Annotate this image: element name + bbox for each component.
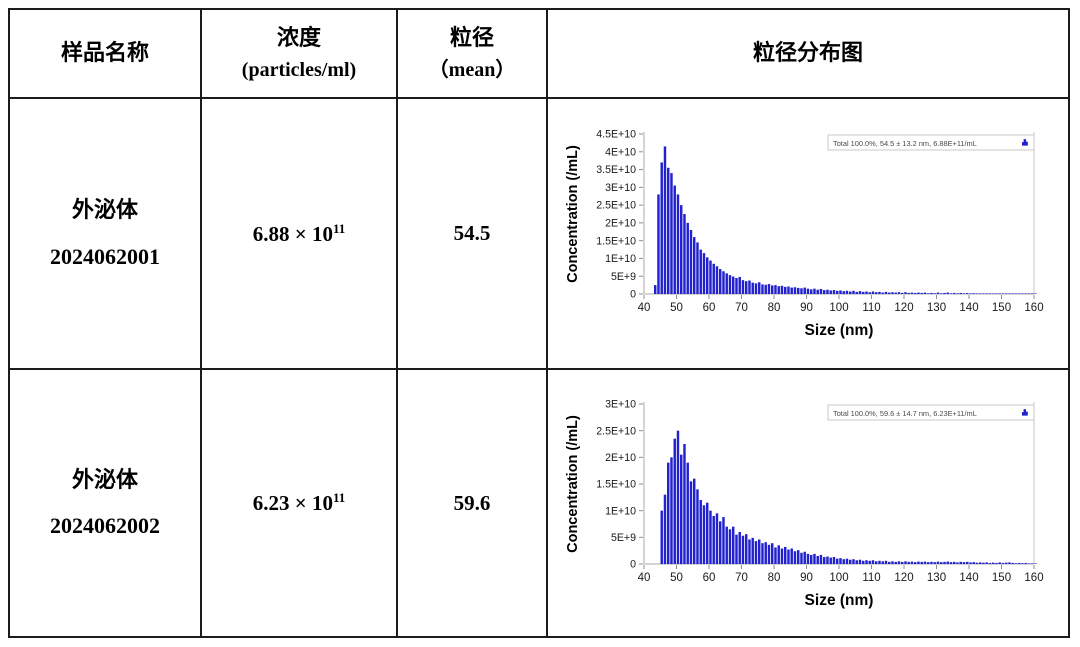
size-distribution-chart: 0 5E+9 1E+10 1.5E+10 2E+10 2.5E+10 3E+10 40 50 60… bbox=[560, 388, 1056, 619]
header-sample-name-label: 样品名称 bbox=[60, 40, 149, 66]
svg-text:40: 40 bbox=[638, 572, 651, 584]
svg-text:60: 60 bbox=[703, 302, 716, 314]
svg-text:1.5E+10: 1.5E+10 bbox=[596, 235, 636, 247]
svg-text:80: 80 bbox=[768, 572, 781, 584]
legend: Total 100.0%, 54.5 ± 13.2 nm, 6.88E+11/m… bbox=[827, 134, 1035, 151]
y-axis: 0 5E+9 1E+10 1.5E+10 2E+10 2.5E+10 3E+10 bbox=[596, 398, 643, 570]
distribution-chart-cell: 0 5E+9 1E+10 1.5E+10 2E+10 2.5E+10 3E+10 40 50 60… bbox=[548, 370, 1068, 636]
svg-text:5E+9: 5E+9 bbox=[611, 271, 636, 283]
svg-text:5E+9: 5E+9 bbox=[611, 531, 636, 543]
x-axis: 40 50 60 70 80 90 100 110 120 130 140 150 160 bbox=[638, 564, 1044, 584]
histogram-icon bbox=[1020, 408, 1030, 416]
nta-histogram-svg: 0 5E+9 1E+10 1.5E+10 2E+10 2.5E+10 3E+10 3.5E+1… bbox=[565, 129, 1044, 339]
svg-text:0: 0 bbox=[630, 558, 636, 570]
svg-text:1E+10: 1E+10 bbox=[605, 253, 636, 265]
svg-text:130: 130 bbox=[927, 572, 946, 584]
x-axis-title: Size (nm) bbox=[805, 592, 874, 609]
svg-text:1E+10: 1E+10 bbox=[605, 505, 636, 517]
svg-text:2E+10: 2E+10 bbox=[605, 217, 636, 229]
size-distribution-chart: 0 5E+9 1E+10 1.5E+10 2E+10 2.5E+10 3E+10 3.5E+1… bbox=[560, 118, 1056, 349]
header-particle-size-cn: 粒径 bbox=[449, 24, 494, 50]
svg-text:4.5E+10: 4.5E+10 bbox=[596, 129, 636, 141]
svg-text:3E+10: 3E+10 bbox=[605, 398, 636, 410]
header-concentration-cn: 浓度 bbox=[276, 24, 321, 50]
histogram-icon bbox=[1020, 139, 1030, 146]
histogram-bars bbox=[654, 146, 1037, 294]
sample-id: 2024062001 bbox=[50, 243, 160, 269]
svg-text:0: 0 bbox=[630, 289, 636, 301]
svg-text:50: 50 bbox=[670, 302, 683, 314]
svg-text:70: 70 bbox=[735, 302, 748, 314]
mean-size-cell: 54.5 bbox=[398, 99, 548, 370]
nta-results-table: 样品名称 浓度 (particles/ml) 粒径 （mean） 粒径分布图 外… bbox=[8, 8, 1070, 638]
concentration-cell: 6.23 × 1011 bbox=[202, 370, 398, 636]
header-size-distribution: 粒径分布图 bbox=[548, 10, 1068, 99]
distribution-chart-cell: 0 5E+9 1E+10 1.5E+10 2E+10 2.5E+10 3E+10 3.5E+1… bbox=[548, 99, 1068, 370]
svg-text:110: 110 bbox=[862, 302, 880, 314]
plot-frame bbox=[643, 401, 1035, 564]
svg-text:2.5E+10: 2.5E+10 bbox=[596, 425, 636, 437]
svg-text:150: 150 bbox=[992, 302, 1011, 314]
y-axis-title: Concentration (/mL) bbox=[565, 145, 581, 283]
svg-text:4E+10: 4E+10 bbox=[605, 146, 636, 158]
svg-text:2E+10: 2E+10 bbox=[605, 451, 636, 463]
svg-text:160: 160 bbox=[1024, 302, 1043, 314]
svg-text:90: 90 bbox=[800, 572, 813, 584]
sample-type: 外泌体 bbox=[71, 197, 138, 223]
svg-text:1.5E+10: 1.5E+10 bbox=[596, 478, 636, 490]
plot-frame bbox=[643, 132, 1035, 295]
header-particle-size-mean: （mean） bbox=[428, 59, 516, 82]
header-particle-size: 粒径 （mean） bbox=[398, 10, 548, 99]
sample-name-cell: 外泌体 2024062002 bbox=[10, 370, 202, 636]
x-axis-title: Size (nm) bbox=[805, 322, 874, 339]
sample-name-cell: 外泌体 2024062001 bbox=[10, 99, 202, 370]
legend: Total 100.0%, 59.6 ± 14.7 nm, 6.23E+11/m… bbox=[827, 404, 1035, 420]
svg-text:40: 40 bbox=[638, 302, 651, 314]
svg-text:140: 140 bbox=[959, 302, 978, 314]
svg-text:80: 80 bbox=[768, 302, 781, 314]
sample-id: 2024062002 bbox=[50, 513, 160, 538]
concentration-value: 6.23 × 1011 bbox=[252, 490, 346, 515]
concentration-cell: 6.88 × 1011 bbox=[202, 99, 398, 370]
header-concentration-unit: (particles/ml) bbox=[241, 59, 357, 82]
svg-text:140: 140 bbox=[959, 572, 978, 584]
mean-size-value: 59.6 bbox=[453, 490, 491, 515]
concentration-value: 6.88 × 1011 bbox=[252, 220, 346, 246]
concentration-exponent: 11 bbox=[332, 220, 346, 236]
svg-text:100: 100 bbox=[829, 302, 848, 314]
histogram-bars bbox=[660, 430, 1037, 564]
svg-text:160: 160 bbox=[1024, 572, 1043, 584]
svg-text:Total 100.0%, 54.5 ± 13.2 nm: Total 100.0%, 54.5 ± 13.2 nm, 6.88E+11/m… bbox=[833, 139, 977, 148]
svg-text:Total 100.0%, 59.6 ± 14.7 nm: Total 100.0%, 59.6 ± 14.7 nm, 6.23E+11/m… bbox=[833, 408, 977, 417]
svg-text:100: 100 bbox=[829, 572, 848, 584]
svg-text:3E+10: 3E+10 bbox=[605, 182, 636, 194]
svg-text:2.5E+10: 2.5E+10 bbox=[596, 200, 636, 212]
mean-size-cell: 59.6 bbox=[398, 370, 548, 636]
x-axis: 40 50 60 70 80 90 100 110 120 130 140 150 160 bbox=[638, 295, 1044, 314]
concentration-exponent: 11 bbox=[332, 490, 346, 505]
header-concentration: 浓度 (particles/ml) bbox=[202, 10, 398, 99]
header-size-distribution-label: 粒径分布图 bbox=[752, 40, 863, 66]
y-axis: 0 5E+9 1E+10 1.5E+10 2E+10 2.5E+10 3E+10 3.5E+1… bbox=[596, 129, 643, 301]
header-sample-name: 样品名称 bbox=[10, 10, 202, 99]
svg-text:3.5E+10: 3.5E+10 bbox=[596, 164, 636, 176]
svg-text:110: 110 bbox=[862, 572, 880, 584]
sample-type: 外泌体 bbox=[71, 466, 138, 492]
nta-histogram-svg: 0 5E+9 1E+10 1.5E+10 2E+10 2.5E+10 3E+10 40 50 60… bbox=[565, 398, 1044, 609]
mean-size-value: 54.5 bbox=[453, 221, 491, 245]
svg-text:120: 120 bbox=[894, 302, 913, 314]
svg-text:90: 90 bbox=[800, 302, 813, 314]
svg-text:150: 150 bbox=[992, 572, 1011, 584]
svg-text:130: 130 bbox=[927, 302, 946, 314]
svg-text:50: 50 bbox=[670, 572, 683, 584]
svg-text:120: 120 bbox=[894, 572, 913, 584]
svg-text:60: 60 bbox=[703, 572, 716, 584]
y-axis-title: Concentration (/mL) bbox=[565, 414, 581, 552]
svg-text:70: 70 bbox=[735, 572, 748, 584]
